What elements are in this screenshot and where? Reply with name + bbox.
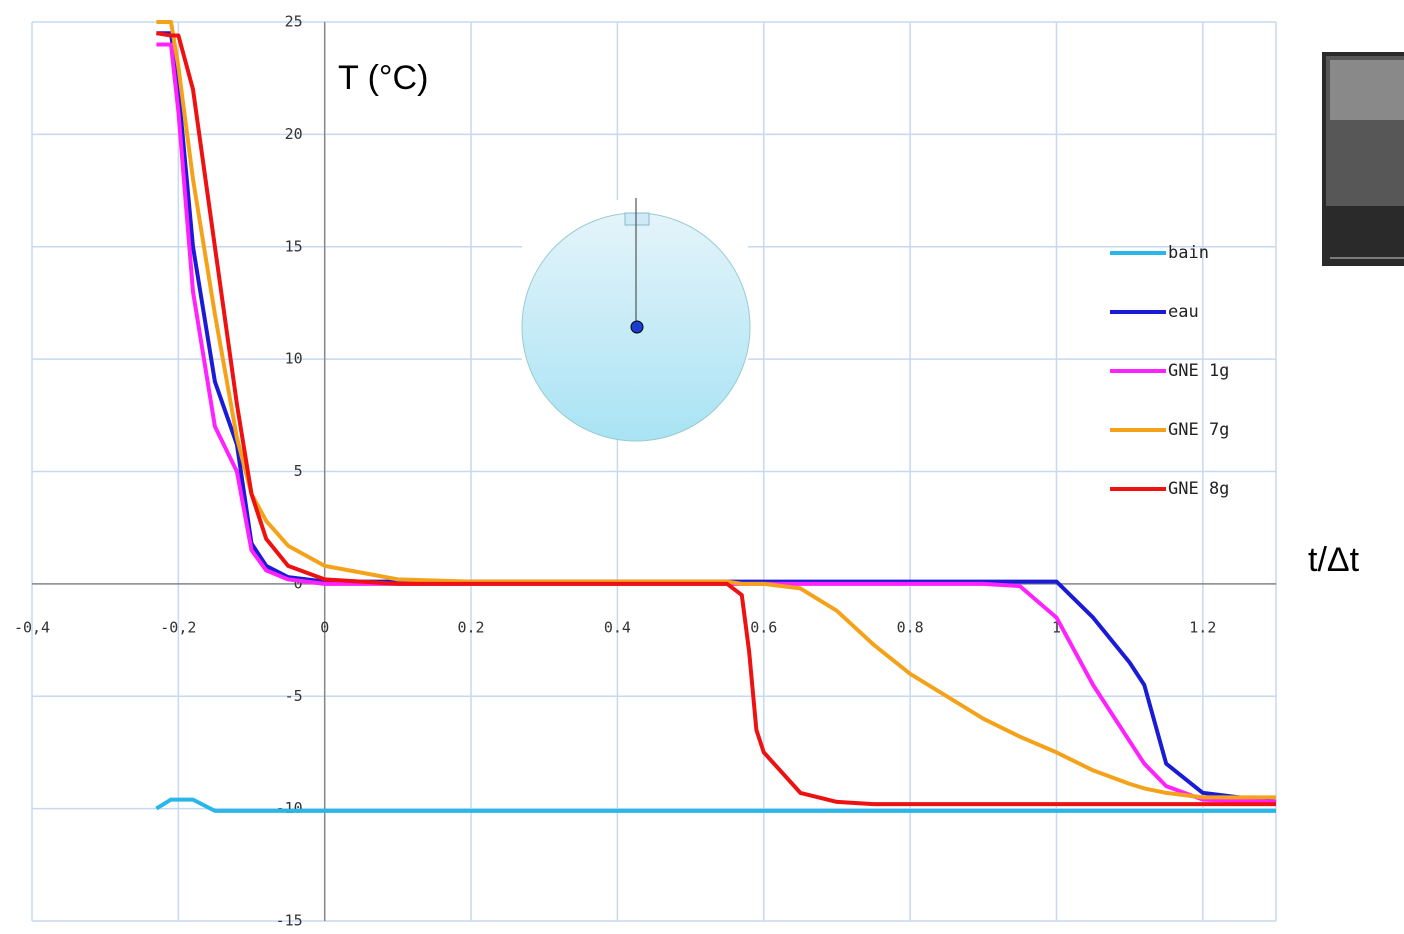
x-axis-label: t/Δt: [1308, 541, 1360, 579]
y-tick-label: 10: [285, 350, 303, 368]
x-tick-label: -0,4: [14, 618, 50, 636]
legend-label: eau: [1168, 302, 1199, 322]
y-tick-label: 20: [285, 125, 303, 143]
sphere-diagram: [522, 198, 750, 441]
y-tick-label: 5: [294, 462, 303, 480]
y-tick-label: -15: [276, 912, 303, 930]
y-tick-label: -5: [285, 687, 303, 705]
y-tick-label: -10: [276, 799, 303, 817]
chart: T (°C) t/Δt -15-10-50510152025-0,4-0,200…: [0, 0, 1404, 934]
sem-photo: [1322, 52, 1404, 266]
y-tick-label: 25: [285, 13, 303, 31]
x-tick-label: 0.4: [604, 618, 631, 636]
x-tick-label: -0,2: [160, 618, 196, 636]
y-axis-label: T (°C): [338, 59, 428, 97]
legend-label: GNE 7g: [1168, 420, 1229, 440]
legend-label: GNE 8g: [1168, 479, 1229, 499]
x-tick-label: 0: [320, 618, 329, 636]
y-tick-label: 15: [285, 237, 303, 255]
x-tick-label: 0.8: [897, 618, 924, 636]
x-tick-label: 0.2: [458, 618, 485, 636]
legend-label: bain: [1168, 243, 1209, 263]
x-tick-label: 1.2: [1189, 618, 1216, 636]
x-tick-label: 0.6: [750, 618, 777, 636]
legend-label: GNE 1g: [1168, 361, 1229, 381]
